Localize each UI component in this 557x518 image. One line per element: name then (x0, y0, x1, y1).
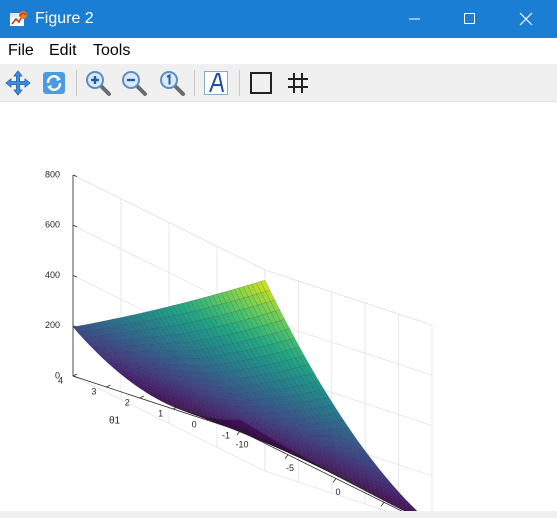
close-button[interactable] (503, 0, 549, 38)
toggle-grid-icon (288, 73, 308, 93)
z-tick-label: 0 (55, 370, 60, 380)
z-tick-label: 400 (45, 270, 60, 280)
menu-bar: File Edit Tools (0, 38, 557, 64)
z-tick-label: 200 (45, 320, 60, 330)
pan-icon (5, 70, 31, 96)
zoom-in-button[interactable] (82, 67, 114, 99)
x-tick-label: -5 (286, 463, 294, 473)
rotate-3d-icon (43, 72, 65, 94)
status-bar (0, 511, 557, 518)
menu-edit[interactable]: Edit (49, 42, 77, 59)
toggle-box-button[interactable] (245, 67, 277, 99)
rotate-3d-button[interactable] (38, 67, 70, 99)
toggle-box-icon (250, 72, 272, 94)
title-bar: Figure 2 (0, 0, 557, 38)
y-tick-label: 4 (58, 375, 63, 385)
toggle-grid-button[interactable] (282, 67, 314, 99)
x-tick-label: 0 (335, 487, 340, 497)
menu-file[interactable]: File (8, 42, 34, 59)
y-tick-label: -1 (222, 430, 230, 440)
window-title: Figure 2 (35, 10, 94, 27)
zoom-out-button[interactable] (118, 67, 150, 99)
reset-zoom-icon (160, 71, 185, 96)
maximize-icon (464, 13, 475, 24)
figure-toolbar (0, 64, 557, 102)
reset-zoom-button[interactable] (156, 67, 188, 99)
zoom-in-icon (86, 71, 111, 96)
maximize-button[interactable] (447, 0, 493, 38)
menu-tools[interactable]: Tools (93, 42, 131, 59)
y-axis-label: θ1 (109, 416, 121, 427)
zoom-out-icon (122, 71, 147, 96)
y-tick-label: 2 (125, 397, 130, 407)
minimize-icon (409, 18, 420, 20)
insert-text-button[interactable] (200, 67, 232, 99)
y-tick-label: 3 (91, 386, 96, 396)
z-tick-label: 600 (45, 220, 60, 230)
insert-text-icon (204, 71, 228, 95)
pan-button[interactable] (2, 67, 34, 99)
y-tick-label: 1 (158, 408, 163, 418)
surface-patch (234, 419, 245, 423)
y-axis-line (72, 375, 241, 432)
z-tick-label: 800 (45, 169, 60, 179)
close-icon (519, 12, 533, 26)
x-tick-label: -10 (235, 439, 248, 449)
matlab-figure-icon (10, 11, 27, 26)
y-tick-label: 0 (192, 419, 197, 429)
minimize-button[interactable] (392, 0, 438, 38)
